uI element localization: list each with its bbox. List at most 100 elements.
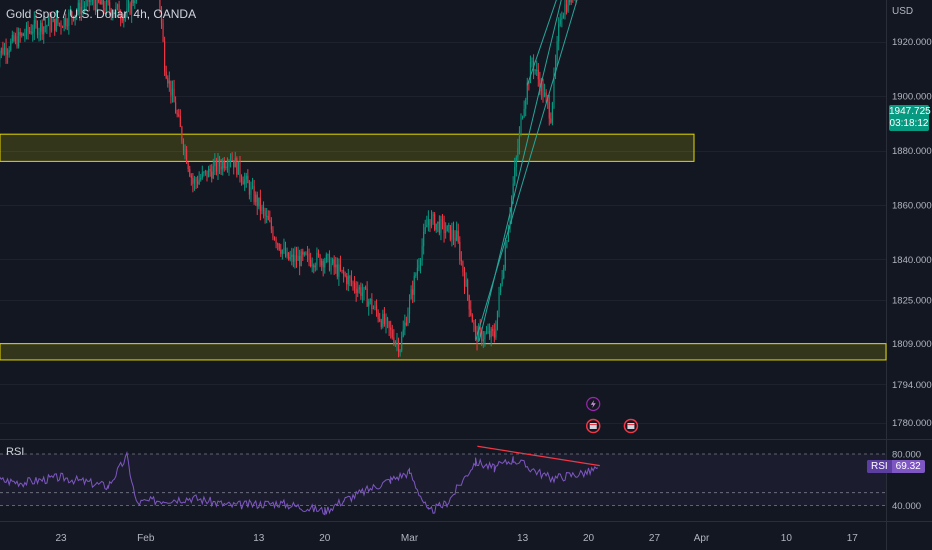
candle-body bbox=[489, 330, 491, 338]
candle bbox=[452, 221, 455, 245]
candle bbox=[167, 75, 169, 88]
candle-body bbox=[36, 23, 38, 35]
candle-body bbox=[534, 70, 536, 72]
candle bbox=[112, 9, 114, 21]
candle bbox=[58, 22, 60, 27]
candle-body bbox=[518, 131, 520, 148]
candle-body bbox=[262, 206, 265, 211]
candle bbox=[352, 280, 354, 291]
candle-body bbox=[256, 194, 258, 207]
candle-body bbox=[164, 41, 166, 72]
candle bbox=[134, 0, 136, 9]
candle-body bbox=[275, 239, 277, 244]
candle bbox=[255, 191, 257, 206]
candle bbox=[226, 157, 228, 173]
candle-body bbox=[283, 247, 285, 251]
candle-body bbox=[258, 197, 260, 207]
candle bbox=[382, 309, 384, 329]
rsi-divergence-line bbox=[477, 445, 600, 467]
candle-body bbox=[542, 83, 544, 97]
candle-body bbox=[112, 13, 114, 16]
candle bbox=[339, 255, 342, 272]
candle bbox=[10, 38, 12, 52]
candle bbox=[313, 263, 315, 274]
candle bbox=[570, 0, 572, 6]
candle bbox=[372, 305, 374, 310]
candle bbox=[404, 314, 406, 336]
candle-body bbox=[440, 219, 442, 234]
candle bbox=[379, 313, 381, 323]
candle-body bbox=[303, 252, 305, 255]
candle-body bbox=[492, 328, 494, 332]
candle bbox=[565, 0, 568, 15]
candle-body bbox=[162, 23, 164, 42]
candle-body bbox=[129, 3, 131, 14]
candle bbox=[468, 294, 470, 318]
candle-body bbox=[531, 61, 533, 63]
candle bbox=[534, 69, 536, 75]
candle-body bbox=[328, 254, 331, 271]
candle-body bbox=[427, 219, 429, 226]
candle bbox=[493, 323, 495, 343]
candle-body bbox=[539, 79, 541, 92]
candle bbox=[330, 257, 332, 275]
candle-body bbox=[363, 287, 365, 293]
candle-body bbox=[481, 329, 483, 342]
rsi-line bbox=[0, 450, 599, 516]
candle-body bbox=[248, 183, 250, 195]
candle-body bbox=[487, 330, 489, 333]
candle-body bbox=[16, 36, 18, 47]
candle-body bbox=[514, 167, 516, 184]
candle bbox=[525, 97, 527, 117]
candle-body bbox=[110, 9, 112, 16]
candle-body bbox=[3, 47, 6, 54]
candle-body bbox=[261, 206, 263, 211]
candle-body bbox=[33, 20, 35, 32]
candle-body bbox=[321, 260, 323, 266]
candle bbox=[401, 331, 403, 353]
candle bbox=[316, 247, 318, 271]
trendline-lower bbox=[475, 0, 578, 342]
candle bbox=[127, 0, 130, 13]
candle-body bbox=[277, 243, 279, 245]
candle-body bbox=[167, 78, 169, 84]
candle bbox=[456, 221, 458, 242]
candle bbox=[24, 28, 26, 42]
candle-body bbox=[131, 0, 133, 14]
candle-body bbox=[332, 259, 334, 264]
candle-body bbox=[520, 117, 522, 132]
candle bbox=[132, 0, 134, 7]
time-tick-label: 13 bbox=[253, 533, 265, 544]
candle-body bbox=[11, 34, 13, 42]
candle bbox=[41, 19, 43, 40]
candle-body bbox=[62, 27, 64, 29]
candle bbox=[85, 0, 87, 12]
candle-body bbox=[377, 311, 379, 319]
candle-body bbox=[426, 225, 428, 228]
candle-body bbox=[189, 169, 191, 177]
candle-body bbox=[435, 223, 437, 230]
candle bbox=[131, 0, 133, 23]
candle-body bbox=[99, 1, 101, 5]
candle-body bbox=[391, 329, 393, 338]
candle bbox=[344, 271, 346, 278]
candle bbox=[109, 0, 111, 16]
candle-body bbox=[41, 22, 43, 35]
zone-rect bbox=[0, 343, 887, 361]
candle-body bbox=[553, 73, 555, 103]
candle bbox=[44, 18, 46, 33]
candle bbox=[77, 0, 79, 16]
candle bbox=[237, 161, 239, 175]
candle bbox=[338, 258, 340, 286]
candle bbox=[408, 294, 411, 324]
candle-body bbox=[5, 47, 7, 55]
candle-body bbox=[416, 267, 418, 275]
candle-body bbox=[343, 270, 345, 275]
candle bbox=[105, 0, 108, 15]
candle bbox=[504, 238, 506, 271]
candle bbox=[118, 0, 120, 17]
candle-body bbox=[478, 327, 480, 342]
candle-body bbox=[561, 18, 563, 20]
candle-body bbox=[73, 16, 75, 20]
